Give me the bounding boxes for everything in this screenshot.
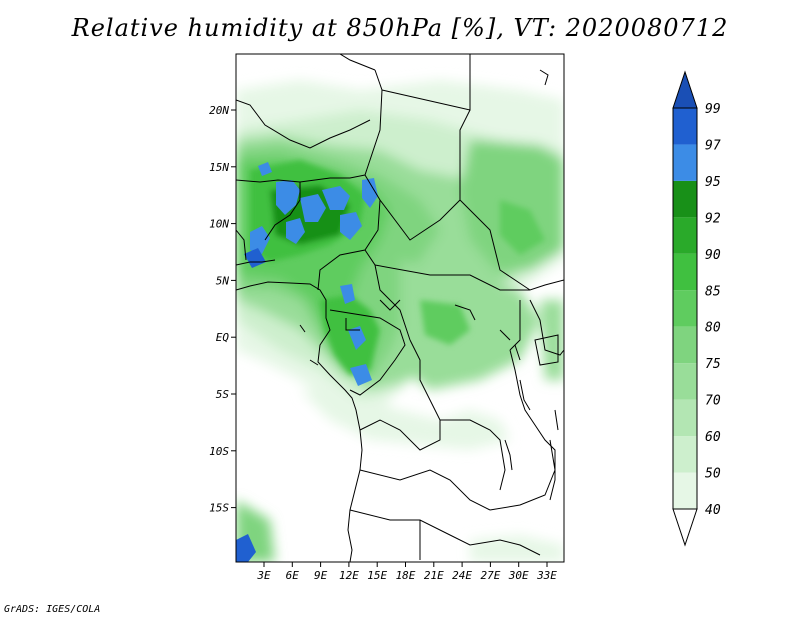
colorbar-label: 90: [705, 248, 721, 263]
lat-tick-label: 10S: [209, 445, 229, 458]
lon-tick-label: 9E: [314, 569, 328, 582]
colorbar-label: 40: [705, 503, 721, 518]
lon-tick-label: 15E: [367, 569, 387, 582]
colorbar-label: 80: [705, 321, 721, 336]
colorbar-label: 50: [705, 467, 721, 482]
colorbar-label: 95: [705, 175, 721, 190]
lat-tick-label: 5S: [216, 388, 230, 401]
grads-credit: GrADS: IGES/COLA: [4, 604, 101, 615]
lon-tick-label: 18E: [396, 569, 416, 582]
colorbar-swatch: [673, 290, 697, 327]
colorbar-label: 75: [705, 357, 721, 372]
colorbar-swatch: [673, 472, 697, 509]
lon-tick-label: 6E: [286, 569, 300, 582]
colorbar-swatch: [673, 144, 697, 181]
colorbar-swatch: [673, 326, 697, 364]
latitude-axis: 20N 15N 10N 5N EQ 5S 10S 15S: [209, 104, 236, 515]
lat-tick-label: 5N: [216, 274, 230, 287]
humidity-field: [236, 54, 564, 562]
lat-tick-label: 10N: [209, 218, 229, 231]
colorbar-label: 85: [705, 284, 721, 299]
lat-tick-label: EQ: [216, 331, 230, 344]
colorbar-swatch: [673, 217, 697, 254]
colorbar-swatch: [673, 253, 697, 291]
lon-tick-label: 33E: [536, 569, 557, 582]
lon-tick-label: 27E: [480, 569, 500, 582]
colorbar-label: 70: [705, 394, 721, 409]
plot-frame: [235, 53, 565, 563]
borders: [236, 54, 564, 562]
colorbar-label: 99: [705, 102, 721, 117]
longitude-axis: 3E 6E 9E 12E 15E 18E 21E 24E 27E 30E 33E: [256, 562, 557, 582]
colorbar-swatch: [673, 399, 697, 437]
colorbar-label: 97: [705, 138, 721, 153]
lat-tick-label: 15N: [209, 161, 229, 174]
lon-tick-label: 21E: [424, 569, 444, 582]
colorbar-swatch: [673, 108, 697, 145]
lon-tick-label: 30E: [508, 569, 529, 582]
colorbar-top-triangle: [672, 70, 698, 109]
saturated-patches: [236, 162, 378, 562]
map-title: Relative humidity at 850hPa [%], VT: 202…: [71, 14, 729, 42]
lat-tick-label: 15S: [209, 502, 229, 515]
colorbar-swatch: [673, 180, 697, 218]
colorbar-label: 92: [705, 211, 721, 226]
colorbar-frame: [672, 107, 698, 510]
colorbar-label: 60: [705, 430, 721, 445]
colorbar-swatch: [673, 363, 697, 400]
colorbar-bottom-triangle: [672, 508, 698, 547]
lon-tick-label: 12E: [339, 569, 359, 582]
lat-tick-label: 20N: [209, 104, 229, 117]
colorbar: 40 50 60 70 75 80 85 90 92 95 97 99: [672, 70, 721, 547]
colorbar-swatch: [673, 436, 697, 473]
lon-tick-label: 24E: [452, 569, 472, 582]
lon-tick-label: 3E: [256, 569, 271, 582]
